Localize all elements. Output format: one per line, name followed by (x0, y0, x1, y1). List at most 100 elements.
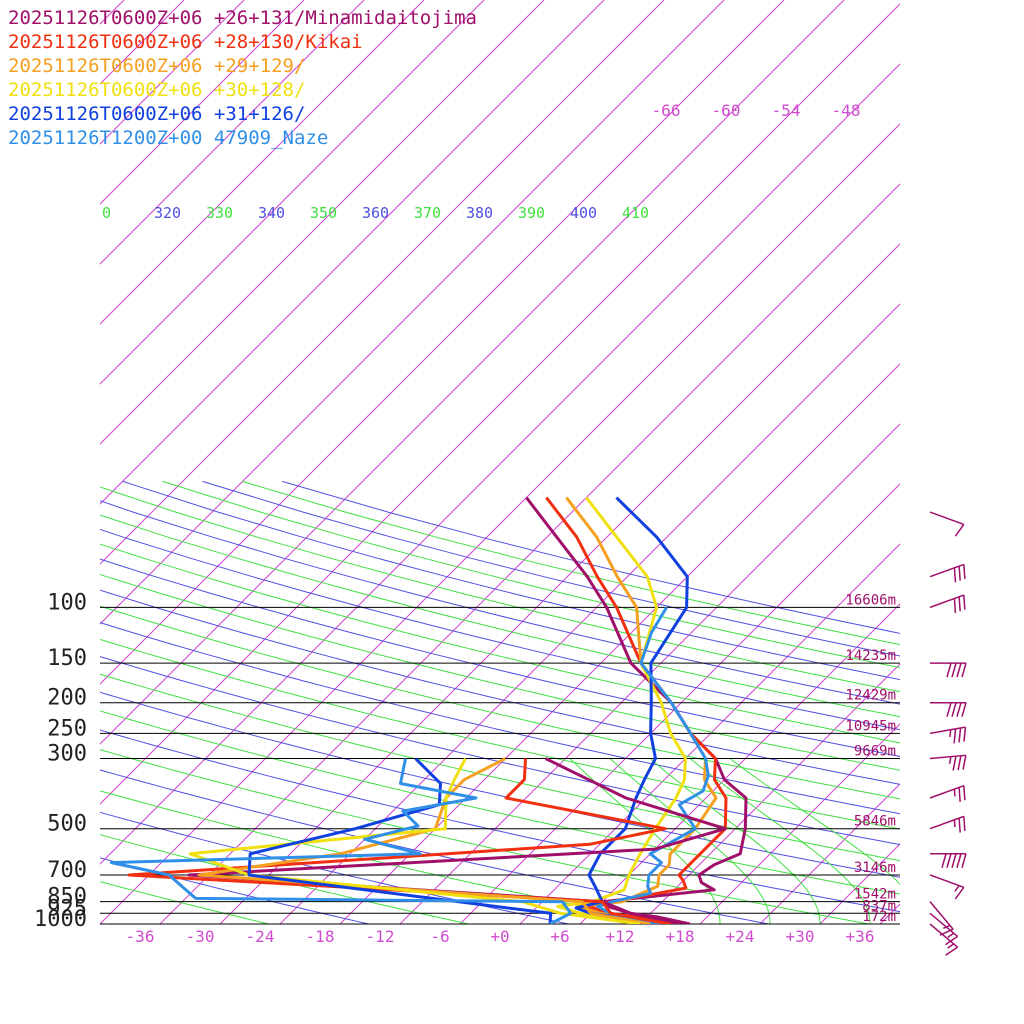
moist-adiabat (569, 758, 721, 924)
isotherm-line (100, 0, 365, 265)
upper-temp-labels: -66 -60 -54 -48 (652, 101, 861, 120)
height-label: 9669m (854, 743, 896, 759)
isotherm-line (100, 123, 900, 924)
x-tick-label: +18 (666, 927, 695, 946)
wind-barb-half (947, 932, 955, 938)
dry-adiabat (100, 834, 471, 924)
wind-barb-flag (946, 853, 952, 868)
height-label: 3146m (854, 860, 896, 876)
wind-barb-flag (957, 755, 962, 771)
wind-barb-flag (963, 785, 966, 801)
isotherm-line (279, 303, 900, 924)
legend-entry: 20251126T0600Z+06 +28+130/Kikai (8, 31, 363, 53)
wind-barb-flag (956, 662, 962, 678)
isotherm-line (159, 183, 900, 924)
pressure-lines: 100 16606m 150 14235m 200 12429m 250 10945m 300 9… (34, 590, 900, 932)
isotherm-line (699, 723, 900, 924)
theta-label: 320 (154, 204, 181, 222)
isotherm-line (100, 0, 665, 565)
x-tick-label: -6 (430, 927, 449, 946)
wind-barb (929, 923, 959, 956)
wind-barb-flag (961, 662, 967, 678)
wind-barb (929, 815, 966, 833)
height-label: 12429m (845, 688, 896, 704)
wind-barb-flag (963, 727, 967, 742)
isotherm-line (1000, 0, 1024, 924)
wind-barb (930, 853, 967, 868)
pressure-label: 500 (47, 812, 87, 837)
isotherm-line (100, 63, 900, 865)
wind-barb (929, 874, 965, 900)
background-lines (0, 0, 1024, 924)
wind-barb-flag (941, 853, 947, 868)
wind-barb (929, 784, 966, 802)
pressure-label: 700 (47, 858, 87, 883)
wind-barb-shaft (929, 594, 965, 609)
wind-barb-flag (953, 598, 957, 614)
height-label: 16606m (845, 592, 896, 608)
x-tick-label: +12 (606, 927, 635, 946)
legend-entry: 20251126T0600Z+06 +30+128/ (8, 79, 305, 101)
wind-barb-flag (945, 946, 958, 956)
wind-barb-shaft (929, 726, 966, 735)
dry-adiabat (100, 638, 900, 830)
isotherm-line (100, 0, 605, 505)
upper-temp-label: -66 (652, 101, 681, 120)
wind-barb (929, 912, 959, 946)
legend-entry: 20251126T1200Z+00 47909_Naze (8, 127, 328, 149)
isotherm-line (579, 603, 900, 924)
x-tick-label: -12 (366, 927, 395, 946)
temperature-line (556, 496, 687, 924)
theta-label: 340 (258, 204, 285, 222)
isotherm-line (100, 0, 305, 205)
dry-adiabat (100, 573, 900, 771)
isotherm-line (819, 843, 900, 924)
wind-barb-half (954, 885, 960, 892)
x-tick-label: -18 (306, 927, 335, 946)
dewpoint-line (109, 758, 573, 924)
height-label: 837m (862, 898, 896, 914)
isotherm-line (339, 363, 900, 924)
temperature-line (596, 606, 710, 924)
wind-barb-shaft (929, 874, 965, 888)
wind-barb-shaft (929, 901, 954, 930)
wind-barb-flag (951, 662, 957, 678)
temperature-series (525, 496, 748, 924)
wind-barb (929, 594, 966, 614)
wind-barb-shaft (929, 815, 965, 830)
dry-adiabat (242, 480, 900, 646)
theta-label: 350 (310, 204, 337, 222)
wind-barb-half (949, 729, 952, 738)
wind-barb-flag (963, 564, 966, 579)
isotherm-line (100, 0, 545, 445)
wind-barb-flag (958, 787, 961, 802)
isotherm-line (100, 3, 900, 805)
pressure-label: 850 (47, 885, 87, 910)
isotherm-line (459, 483, 900, 924)
dry-adiabat (100, 558, 900, 757)
wind-barb (929, 726, 967, 744)
x-tick-label: -24 (246, 927, 275, 946)
dewpoint-line (187, 757, 727, 924)
dry-adiabat (100, 514, 900, 718)
isotherm-line (0, 0, 4, 924)
wind-barb-flag (961, 853, 967, 868)
isotherm-line (100, 0, 485, 385)
wind-barb (929, 511, 965, 537)
pressure-label: 925 (47, 896, 87, 921)
dry-adiabat (100, 622, 900, 815)
wind-barb-flag (956, 853, 962, 868)
moist-adiabat (649, 758, 821, 924)
wind-barb-half (948, 756, 952, 764)
moist-adiabat (689, 758, 871, 924)
wind-barb (930, 662, 967, 678)
wind-barb-flag (953, 728, 957, 744)
x-tick-label: -30 (186, 927, 215, 946)
wind-barb-flag (952, 756, 957, 771)
upper-temp-label: -48 (832, 101, 861, 120)
x-tick-label: +6 (550, 927, 569, 946)
temperature-line (574, 496, 689, 924)
isotherm-line (940, 0, 1024, 924)
wind-barb-shaft (929, 923, 959, 948)
